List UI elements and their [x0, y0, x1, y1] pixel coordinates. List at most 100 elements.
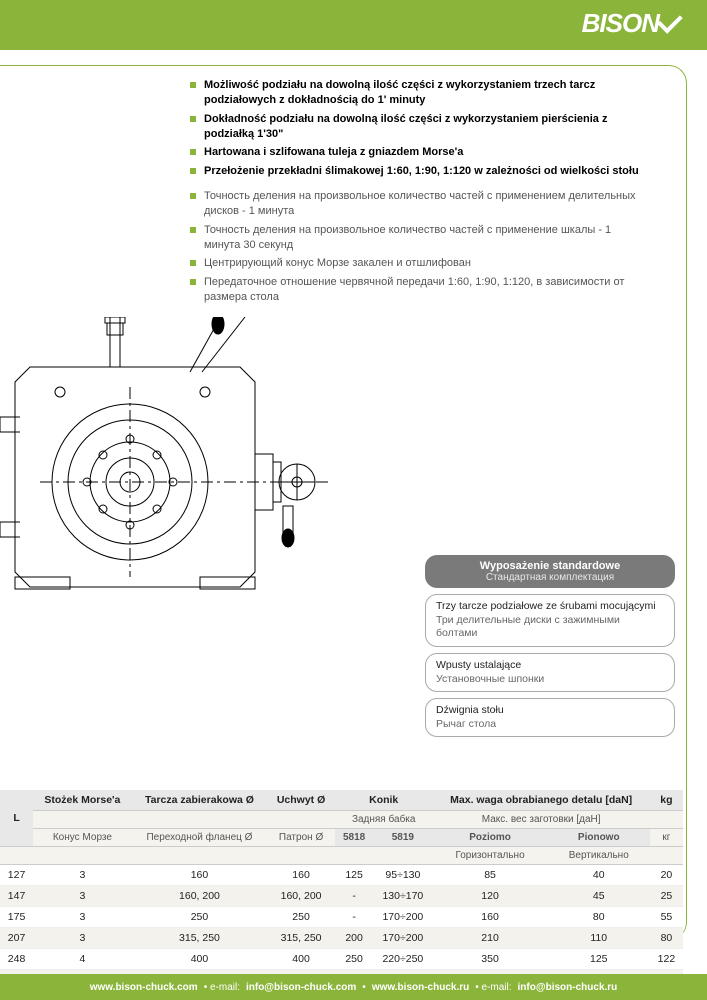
brand-mark-icon — [659, 8, 677, 30]
cell-m1: 120 — [432, 886, 547, 907]
header: BISON — [0, 0, 707, 50]
th-morse: Stożek Morse'a — [33, 790, 132, 811]
cell-kg: 55 — [650, 907, 683, 928]
th-max-ru: Макс. вес заготовки [даН] — [432, 811, 649, 829]
equipment-item-pl: Trzy tarcze podziałowe ze śrubami mocują… — [436, 600, 664, 614]
feature-pl: Hartowana i szlifowana tuleja z gniazdem… — [190, 145, 647, 160]
cell-k1: 125 — [335, 865, 373, 886]
th-5819: 5819 — [373, 829, 432, 847]
cell-L: 248 — [0, 949, 33, 970]
feature-pl: Przełożenie przekładni ślimakowej 1:60, … — [190, 164, 647, 179]
cell-L: 147 — [0, 886, 33, 907]
cell-uch: 160 — [267, 865, 335, 886]
technical-drawing — [0, 317, 370, 627]
equipment-item-pl: Dźwignia stołu — [436, 704, 664, 718]
cell-uch: 400 — [267, 949, 335, 970]
cell-L: 127 — [0, 865, 33, 886]
cell-k2: 130÷170 — [373, 886, 432, 907]
th-zab: Tarcza zabierakowa Ø — [132, 790, 268, 811]
footer-text: • e-mail: — [204, 982, 240, 993]
feature-ru: Точность деления на произвольное количес… — [190, 189, 647, 219]
cell-k1: - — [335, 886, 373, 907]
cell-k2: 95÷130 — [373, 865, 432, 886]
th-hor-ru: Горизонтально — [432, 847, 547, 865]
features-list-pl: Możliwość podziału na dowolną ilość częś… — [190, 78, 647, 179]
brand-text: BISON — [582, 8, 659, 38]
cell-morse: 3 — [33, 907, 132, 928]
equipment-heading-ru: Стандартная комплектация — [433, 572, 667, 583]
equipment-heading: Wyposażenie standardowe Стандартная комп… — [425, 555, 675, 588]
cell-m1: 350 — [432, 949, 547, 970]
feature-ru: Центрирующий конус Морзе закален и отшли… — [190, 256, 647, 271]
features-list-ru: Точность деления на произвольное количес… — [190, 189, 647, 305]
cell-morse: 4 — [33, 949, 132, 970]
brand-logo: BISON — [582, 8, 677, 39]
equipment-item-pl: Wpusty ustalające — [436, 659, 664, 673]
spec-tbody: 127316016012595÷1308540201473160, 200160… — [0, 865, 683, 991]
cell-zab: 250 — [132, 907, 268, 928]
cell-m1: 210 — [432, 928, 547, 949]
cell-m2: 40 — [548, 865, 650, 886]
footer: www.bison-chuck.com • e-mail: info@bison… — [0, 974, 707, 1000]
cell-zab: 160, 200 — [132, 886, 268, 907]
th-kg-ru: кг — [650, 829, 683, 847]
footer-text: • e-mail: — [475, 982, 511, 993]
equipment-item-ru: Три делительные диски с зажимными болтам… — [436, 614, 664, 641]
table-row: 127316016012595÷130854020 — [0, 865, 683, 886]
cell-uch: 160, 200 — [267, 886, 335, 907]
footer-text: • — [362, 982, 366, 993]
footer-link: info@bison-chuck.com — [246, 982, 356, 993]
equipment-panel: Wyposażenie standardowe Стандартная комп… — [425, 555, 675, 743]
equipment-item-ru: Рычаг стола — [436, 718, 664, 732]
cell-m2: 45 — [548, 886, 650, 907]
content: Możliwość podziału na dowolną ilość częś… — [0, 50, 707, 627]
cell-zab: 400 — [132, 949, 268, 970]
spec-table: LStożek Morse'aTarcza zabierakowa ØUchwy… — [0, 790, 683, 991]
th-poziomo: Poziomo — [432, 829, 547, 847]
cell-kg: 80 — [650, 928, 683, 949]
cell-zab: 315, 250 — [132, 928, 268, 949]
cell-k2: 220÷250 — [373, 949, 432, 970]
th-zab-ru: Переходной фланец Ø — [132, 829, 268, 847]
spec-table-wrap: LStożek Morse'aTarcza zabierakowa ØUchwy… — [0, 790, 707, 991]
cell-morse: 3 — [33, 865, 132, 886]
cell-k1: - — [335, 907, 373, 928]
cell-L: 207 — [0, 928, 33, 949]
equipment-item: Dźwignia stołuРычаг стола — [425, 698, 675, 737]
th-5818: 5818 — [335, 829, 373, 847]
cell-m1: 85 — [432, 865, 547, 886]
cell-k1: 250 — [335, 949, 373, 970]
cell-uch: 315, 250 — [267, 928, 335, 949]
equipment-item: Trzy tarcze podziałowe ze śrubami mocują… — [425, 594, 675, 647]
feature-ru: Точность деления на произвольное количес… — [190, 223, 647, 253]
table-row: 1473160, 200160, 200-130÷1701204525 — [0, 886, 683, 907]
th-uch: Uchwyt Ø — [267, 790, 335, 811]
table-row: 1753250250-170÷2001608055 — [0, 907, 683, 928]
th-uch-ru: Патрон Ø — [267, 829, 335, 847]
cell-kg: 25 — [650, 886, 683, 907]
th-pionowo: Pionowo — [548, 829, 650, 847]
th-max: Max. waga obrabianego detalu [daN] — [432, 790, 649, 811]
equipment-item: Wpusty ustalająceУстановочные шпонки — [425, 653, 675, 692]
feature-pl: Dokładność podziału na dowolną ilość czę… — [190, 112, 647, 142]
footer-link: info@bison-chuck.ru — [518, 982, 618, 993]
cell-m2: 125 — [548, 949, 650, 970]
table-row: 2484400400250220÷250350125122 — [0, 949, 683, 970]
th-konik-ru: Задняя бабка — [335, 811, 433, 829]
th-ver-ru: Вертикально — [548, 847, 650, 865]
footer-link: www.bison-chuck.com — [90, 982, 198, 993]
footer-link: www.bison-chuck.ru — [372, 982, 469, 993]
cell-zab: 160 — [132, 865, 268, 886]
table-row: 2073315, 250315, 250200170÷20021011080 — [0, 928, 683, 949]
th-morse-ru: Конус Морзе — [33, 829, 132, 847]
cell-kg: 122 — [650, 949, 683, 970]
cell-m2: 110 — [548, 928, 650, 949]
cell-m2: 80 — [548, 907, 650, 928]
cell-k1: 200 — [335, 928, 373, 949]
th-L: L — [0, 790, 33, 847]
cell-uch: 250 — [267, 907, 335, 928]
th-kg: kg — [650, 790, 683, 811]
equipment-item-ru: Установочные шпонки — [436, 673, 664, 687]
cell-L: 175 — [0, 907, 33, 928]
th-konik: Konik — [335, 790, 433, 811]
